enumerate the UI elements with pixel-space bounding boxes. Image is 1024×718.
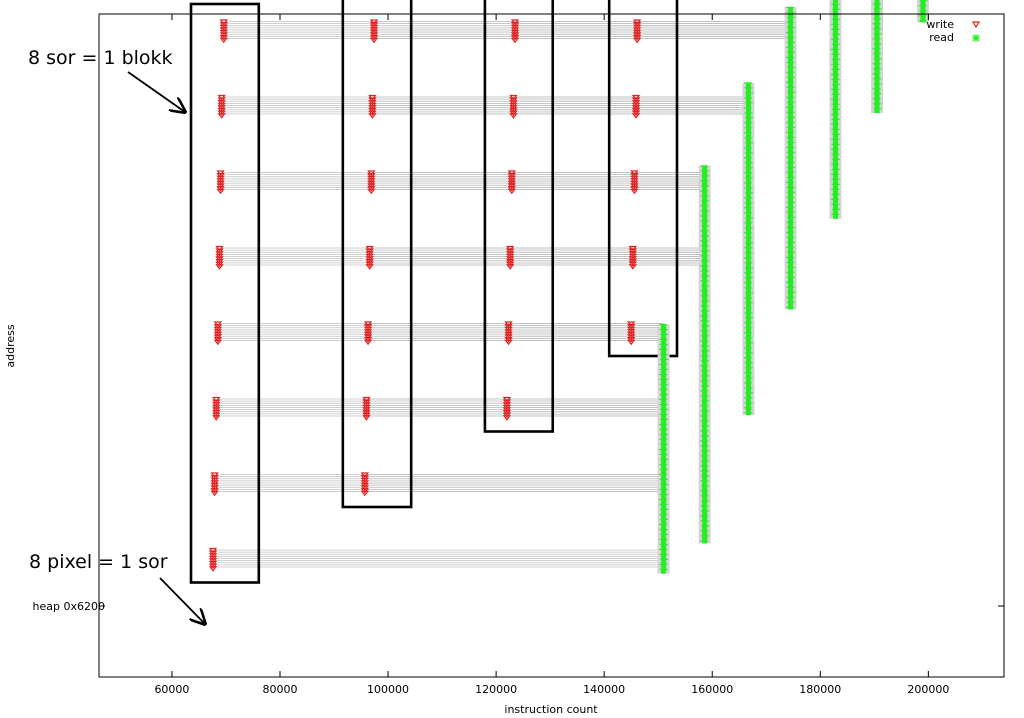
legend-marker-write <box>971 21 981 29</box>
row-lines <box>215 549 664 568</box>
read-column <box>698 165 711 544</box>
write-marker <box>219 19 229 44</box>
y-axis-label: address <box>4 324 17 367</box>
x-tick-label: 120000 <box>475 683 517 696</box>
write-marker <box>215 245 224 270</box>
read-markers <box>657 0 929 574</box>
write-marker <box>510 19 520 44</box>
row-lines <box>508 398 664 417</box>
read-column <box>657 323 670 574</box>
write-marker <box>216 170 225 195</box>
write-marker <box>628 245 638 270</box>
x-tick-label: 80000 <box>263 683 298 696</box>
read-column <box>829 0 842 219</box>
block-box <box>189 2 261 584</box>
row-lines <box>634 247 705 266</box>
write-marker <box>217 94 226 119</box>
write-marker <box>502 396 512 421</box>
plot-frame <box>98 13 1005 678</box>
block-box <box>483 0 555 433</box>
block-boxes <box>189 0 679 584</box>
row-lines <box>366 474 664 492</box>
write-marker <box>213 321 223 346</box>
legend-marker-read <box>972 34 980 42</box>
x-tick-label: 100000 <box>367 683 409 696</box>
read-column <box>742 82 755 416</box>
write-marker <box>208 547 218 572</box>
block-box <box>341 0 413 509</box>
write-markers <box>208 19 642 572</box>
legend-label-read: read <box>929 31 954 44</box>
legend: write read <box>926 18 981 44</box>
y-tick-label: heap 0x6200 <box>33 600 105 613</box>
x-tick-label: 200000 <box>907 683 949 696</box>
annotation-block-arrow <box>127 71 185 112</box>
x-tick-label: 60000 <box>154 683 189 696</box>
row-lines <box>638 96 749 115</box>
x-tick-label: 140000 <box>583 683 625 696</box>
write-marker <box>360 472 370 497</box>
write-marker <box>367 170 376 195</box>
x-tick-label: 160000 <box>691 683 733 696</box>
write-marker <box>626 321 636 346</box>
row-lines <box>636 172 705 190</box>
x-tick-label: 180000 <box>799 683 841 696</box>
annotation-block: 8 sor = 1 blokk <box>28 47 173 69</box>
write-marker <box>632 19 642 44</box>
legend-label-write: write <box>926 18 954 31</box>
write-marker <box>630 170 639 195</box>
write-marker <box>509 94 518 119</box>
write-marker <box>368 94 377 119</box>
write-marker <box>365 245 374 270</box>
read-column <box>871 0 884 114</box>
write-marker <box>504 321 513 346</box>
x-axis-label: instruction count <box>504 703 598 716</box>
write-marker <box>212 396 221 421</box>
read-column <box>916 0 929 23</box>
x-axis-ticks: 60000 80000 100000 120000 140000 160000 180000… <box>154 14 949 696</box>
row-lines <box>639 21 791 39</box>
write-marker <box>507 170 516 195</box>
block-box <box>607 0 679 358</box>
annotation-row-arrow <box>159 577 205 624</box>
write-marker <box>631 94 641 119</box>
write-marker <box>369 19 379 44</box>
write-marker <box>363 321 373 346</box>
write-marker <box>505 245 515 270</box>
access-lines <box>215 21 791 568</box>
read-column <box>784 6 797 310</box>
write-marker <box>210 472 219 497</box>
write-marker <box>362 396 371 421</box>
annotation-row: 8 pixel = 1 sor <box>29 551 168 573</box>
